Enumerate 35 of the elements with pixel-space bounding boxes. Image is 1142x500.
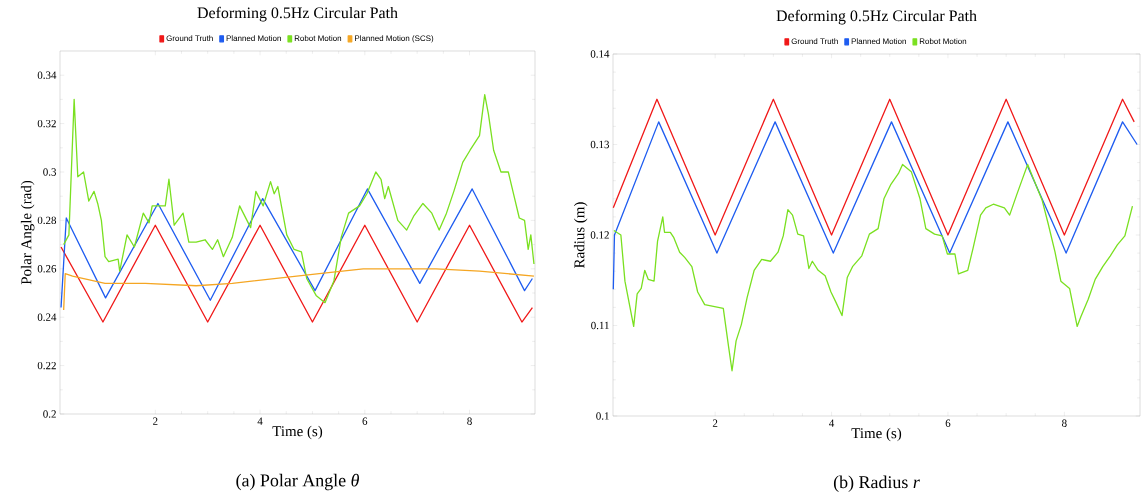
line-series xyxy=(60,188,534,309)
chart-title: Deforming 0.5Hz Circular Path xyxy=(776,9,977,25)
y-tick-label: 0.34 xyxy=(37,71,57,79)
y-tick-label: 0.26 xyxy=(37,265,57,273)
y-tick-label: 0.32 xyxy=(37,119,56,128)
y-axis-title: Polar Angle (rad) xyxy=(20,180,35,285)
y-tick-label: 0.24 xyxy=(37,313,57,321)
x-tick-label: 8 xyxy=(467,417,472,425)
y-tick-label: 0.1 xyxy=(596,412,609,420)
y-tick-label: 0.2 xyxy=(43,410,56,418)
x-tick-label: 4 xyxy=(257,417,263,425)
x-tick-label: 2 xyxy=(712,419,718,427)
line-series xyxy=(60,224,534,323)
x-tick-label: 4 xyxy=(829,419,835,427)
line-series xyxy=(612,98,1135,236)
x-tick-label: 6 xyxy=(362,417,368,425)
y-tick-label: 0.3 xyxy=(43,168,57,176)
text: (b) Radius r xyxy=(833,475,920,492)
y-tick-label: 0.14 xyxy=(590,50,610,58)
line-series xyxy=(612,121,1138,290)
chart-title: Deforming 0.5Hz Circular Path xyxy=(197,6,398,22)
y-axis-title: Radius (m) xyxy=(573,202,588,268)
x-axis-title: Time (s) xyxy=(851,427,902,442)
line-series xyxy=(63,93,535,304)
x-tick-label: 6 xyxy=(945,419,951,427)
x-tick-label: 8 xyxy=(1062,419,1067,427)
y-tick-label: 0.28 xyxy=(37,216,57,225)
y-tick-label: 0.22 xyxy=(37,361,56,370)
text: (a) Polar Angle θ xyxy=(236,473,359,491)
y-tick-label: 0.11 xyxy=(591,321,609,330)
x-tick-label: 2 xyxy=(153,417,158,425)
y-tick-label: 0.12 xyxy=(590,231,609,239)
y-tick-label: 0.13 xyxy=(590,140,610,149)
line-series xyxy=(613,163,1134,372)
x-axis-title: Time (s) xyxy=(272,425,323,440)
